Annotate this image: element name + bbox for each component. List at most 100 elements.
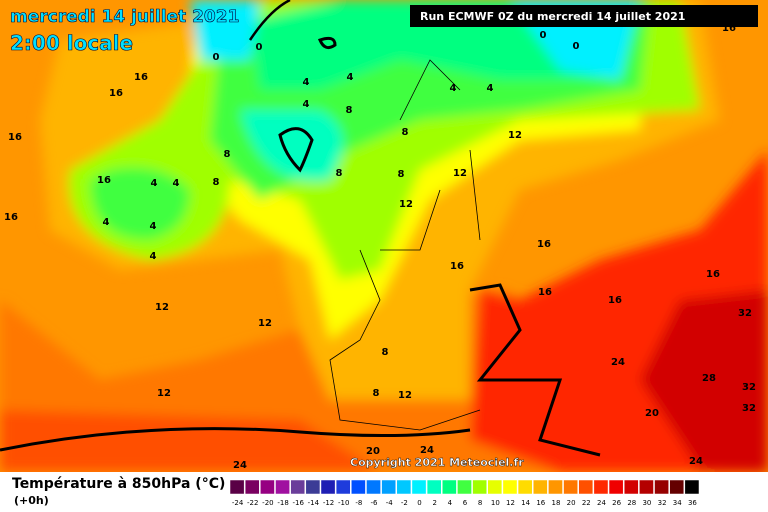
scale-label: -8 <box>355 499 362 507</box>
contour-label: 12 <box>508 130 522 141</box>
scale-label: 34 <box>673 499 682 507</box>
contour-label: 4 <box>347 72 354 83</box>
contour-label: 4 <box>173 178 180 189</box>
scale-label: 0 <box>417 499 421 507</box>
scale-label: -2 <box>401 499 408 507</box>
contour-label: 4 <box>151 178 158 189</box>
scale-label: -24 <box>232 499 244 507</box>
contour-label: 4 <box>150 221 157 232</box>
scale-label: 12 <box>506 499 515 507</box>
contour-label: 8 <box>346 105 353 116</box>
scale-label: 2 <box>432 499 436 507</box>
scale-label: -14 <box>308 499 320 507</box>
scale-swatch <box>320 479 336 495</box>
scale-swatch <box>260 479 275 495</box>
scale-swatch <box>351 479 366 495</box>
scale-swatch <box>472 479 487 495</box>
scale-label: 20 <box>567 499 576 507</box>
scale-swatch <box>290 479 306 495</box>
contour-label: 32 <box>742 403 756 414</box>
contour-label: 20 <box>645 408 659 419</box>
contour-label: 0 <box>540 30 547 41</box>
contour-label: 4 <box>303 99 310 110</box>
contour-label: 0 <box>573 41 580 52</box>
scale-swatch <box>426 479 442 495</box>
scale-label: -18 <box>277 499 288 507</box>
contour-label: 16 <box>608 295 622 306</box>
run-label: Run ECMWF 0Z du mercredi 14 juillet 2021 <box>420 10 685 23</box>
contour-label: 12 <box>157 388 171 399</box>
scale-swatch <box>517 479 533 495</box>
contour-label: 16 <box>537 239 551 250</box>
scale-swatch <box>608 479 624 495</box>
contour-label: 32 <box>738 308 752 319</box>
scale-label: 26 <box>612 499 621 507</box>
scale-label: 14 <box>521 499 530 507</box>
scale-label: -16 <box>293 499 305 507</box>
scale-label: 10 <box>491 499 500 507</box>
contour-label: 8 <box>382 347 389 358</box>
scale-label: 8 <box>478 499 482 507</box>
scale-label: -10 <box>338 499 349 507</box>
contour-label: 24 <box>611 357 625 368</box>
contour-label: 16 <box>450 261 464 272</box>
contour-label: 4 <box>103 217 110 228</box>
contour-label: 8 <box>398 169 405 180</box>
contour-label: 28 <box>702 373 716 384</box>
scale-swatch <box>684 479 700 495</box>
scale-swatch <box>623 479 639 495</box>
scale-swatch <box>396 479 412 495</box>
contour-label: 24 <box>420 445 434 456</box>
contour-label: 12 <box>398 390 412 401</box>
scale-swatch <box>578 479 594 495</box>
date-line: mercredi 14 juillet 2021 <box>10 7 239 27</box>
contour-label: 0 <box>213 52 220 63</box>
contour-label: 16 <box>538 287 552 298</box>
contour-label: 8 <box>402 127 409 138</box>
scale-label: -20 <box>262 499 273 507</box>
scale-swatch <box>639 479 654 495</box>
scale-label: 28 <box>627 499 636 507</box>
contour-label: 16 <box>722 23 736 34</box>
scale-label: 36 <box>688 499 697 507</box>
contour-label: 16 <box>706 269 720 280</box>
scale-swatch <box>366 479 381 495</box>
scale-label: 18 <box>552 499 561 507</box>
scale-label: -6 <box>371 499 379 507</box>
scale-label: -22 <box>247 499 258 507</box>
scale-swatch <box>563 479 578 495</box>
scale-label: 22 <box>582 499 591 507</box>
contour-label: 12 <box>155 302 169 313</box>
copyright: Copyright 2021 Meteociel.fr <box>350 456 524 469</box>
scale-swatch <box>457 479 472 495</box>
contour-label: 4 <box>450 83 457 94</box>
scale-label: 6 <box>463 499 468 507</box>
scale-swatch <box>411 479 427 495</box>
contour-label: 20 <box>366 446 380 457</box>
contour-label: 12 <box>258 318 272 329</box>
contour-label: 16 <box>134 72 148 83</box>
contour-label: 32 <box>742 382 756 393</box>
scale-swatch <box>548 479 563 495</box>
scale-label: -12 <box>323 499 334 507</box>
contour-label: 0 <box>256 42 263 53</box>
legend-title: Température à 850hPa (°C) <box>12 476 225 492</box>
scale-swatch <box>305 479 321 495</box>
scale-swatch <box>654 479 669 495</box>
scale-swatch <box>593 479 609 495</box>
contour-label: 24 <box>689 456 703 467</box>
scale-label: 30 <box>642 499 651 507</box>
scale-swatch <box>442 479 457 495</box>
contour-label: 4 <box>487 83 494 94</box>
contour-label: 8 <box>373 388 380 399</box>
map-field <box>0 0 768 472</box>
scale-label: 24 <box>597 499 606 507</box>
run-box <box>410 5 758 27</box>
scale-swatch <box>275 479 290 495</box>
scale-swatch <box>244 479 260 495</box>
contour-label: 8 <box>336 168 343 179</box>
scale-swatch <box>669 479 685 495</box>
contour-label: 16 <box>8 132 22 143</box>
contour-label: 16 <box>97 175 111 186</box>
